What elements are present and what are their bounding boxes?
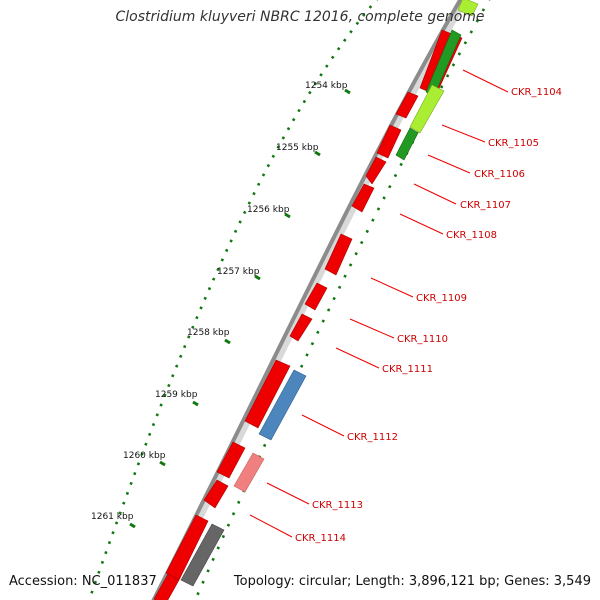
callout-line	[441, 124, 486, 143]
gene-feature	[324, 233, 353, 276]
scale-ticks	[129, 88, 351, 529]
scale-tick	[344, 88, 351, 95]
gene-label: CKR_1106	[474, 169, 525, 180]
scale-label: 1256 kbp	[247, 205, 290, 215]
gene-feature	[395, 91, 419, 119]
scale-tick	[192, 400, 199, 407]
summary-text: Topology: circular; Length: 3,896,121 bp…	[233, 574, 591, 589]
gene-feature	[203, 479, 229, 509]
colored-features	[180, 0, 479, 587]
gene-label: CKR_1110	[397, 334, 448, 345]
accession-text: Accession: NC_011837	[9, 574, 157, 589]
gene-label: CKR_1113	[312, 500, 363, 511]
scale-tick	[129, 522, 136, 529]
scale-label: 1260 kbp	[123, 451, 166, 461]
backbone-shadow	[153, 0, 469, 600]
scale-label: 1259 kbp	[155, 390, 198, 400]
gene-feature-ckr-1106	[395, 127, 419, 161]
gene-feature	[304, 282, 328, 311]
gene-feature	[244, 359, 291, 429]
gene-label: CKR_1104	[511, 87, 562, 98]
callout-line	[249, 514, 293, 538]
scale-label: 1255 kbp	[276, 143, 319, 153]
scale-label: 1258 kbp	[187, 328, 230, 338]
callout-line	[370, 277, 414, 298]
scale-label: 1261 kbp	[91, 512, 134, 522]
gene-feature	[376, 124, 402, 159]
gene-label: CKR_1114	[295, 533, 346, 544]
scale-labels: 1254 kbp 1255 kbp 1256 kbp 1257 kbp 1258…	[91, 81, 348, 522]
scale-label: 1257 kbp	[217, 267, 260, 277]
callout-line	[335, 347, 380, 369]
genome-title: Clostridium kluyveri NBRC 12016, complet…	[115, 9, 485, 25]
gene-feature-ckr-1105	[409, 84, 445, 134]
scale-tick	[224, 338, 231, 345]
gene-feature	[351, 183, 375, 213]
gene-feature	[289, 313, 313, 342]
gene-feature-ckr-1113	[233, 452, 265, 493]
gene-feature	[153, 573, 180, 600]
gene-feature-ckr-1114	[180, 523, 225, 587]
gene-feature	[216, 441, 246, 479]
callout-line	[301, 414, 345, 437]
gene-feature	[457, 0, 479, 17]
scale-tick	[254, 274, 261, 281]
gene-label: CKR_1108	[446, 230, 497, 241]
gene-label: CKR_1105	[488, 138, 539, 149]
callout-line	[427, 154, 471, 174]
callout-line	[462, 69, 509, 93]
gene-label: CKR_1111	[382, 364, 433, 375]
scale-tick	[314, 150, 321, 157]
scale-label: 1254 kbp	[305, 81, 348, 91]
callout-lines	[249, 69, 509, 538]
scale-tick	[159, 460, 166, 467]
gene-label: CKR_1112	[347, 432, 398, 443]
callout-line	[266, 482, 310, 505]
gene-feature-ckr-1112	[258, 369, 307, 441]
gene-feature	[365, 156, 387, 185]
gene-label: CKR_1109	[416, 293, 467, 304]
callout-line	[349, 318, 395, 339]
callout-line	[399, 213, 444, 235]
backbone	[151, 0, 463, 600]
gene-labels: CKR_1104 CKR_1105 CKR_1106 CKR_1107 CKR_…	[295, 87, 562, 544]
gene-label: CKR_1107	[460, 200, 511, 211]
scale-tick	[284, 212, 291, 219]
callout-line	[413, 183, 457, 205]
